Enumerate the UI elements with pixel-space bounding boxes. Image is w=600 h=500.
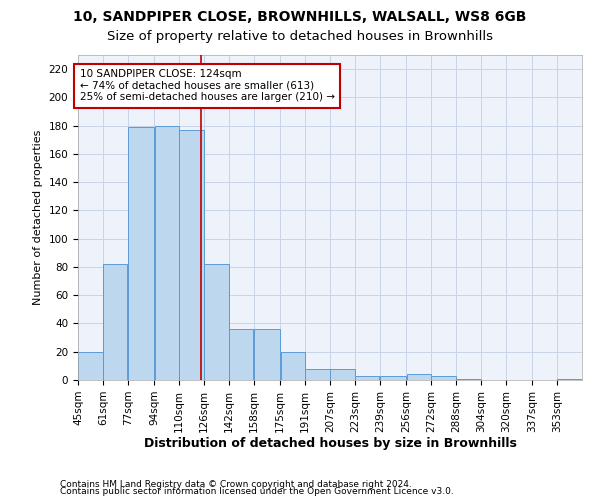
- Text: 10 SANDPIPER CLOSE: 124sqm
← 74% of detached houses are smaller (613)
25% of sem: 10 SANDPIPER CLOSE: 124sqm ← 74% of deta…: [80, 69, 335, 102]
- Text: Size of property relative to detached houses in Brownhills: Size of property relative to detached ho…: [107, 30, 493, 43]
- Bar: [331, 368, 355, 380]
- Bar: [155, 126, 179, 380]
- Text: Contains HM Land Registry data © Crown copyright and database right 2024.: Contains HM Land Registry data © Crown c…: [60, 480, 412, 489]
- Bar: [128, 127, 154, 380]
- Bar: [431, 376, 455, 380]
- Bar: [380, 376, 406, 380]
- Text: 10, SANDPIPER CLOSE, BROWNHILLS, WALSALL, WS8 6GB: 10, SANDPIPER CLOSE, BROWNHILLS, WALSALL…: [73, 10, 527, 24]
- Bar: [79, 352, 103, 380]
- Bar: [457, 378, 481, 380]
- Bar: [103, 264, 127, 380]
- Bar: [205, 264, 229, 380]
- Bar: [557, 378, 581, 380]
- Bar: [179, 130, 203, 380]
- Bar: [355, 376, 379, 380]
- Bar: [281, 352, 305, 380]
- Bar: [305, 368, 329, 380]
- X-axis label: Distribution of detached houses by size in Brownhills: Distribution of detached houses by size …: [143, 438, 517, 450]
- Bar: [407, 374, 431, 380]
- Bar: [254, 329, 280, 380]
- Text: Contains public sector information licensed under the Open Government Licence v3: Contains public sector information licen…: [60, 487, 454, 496]
- Bar: [229, 329, 253, 380]
- Y-axis label: Number of detached properties: Number of detached properties: [33, 130, 43, 305]
